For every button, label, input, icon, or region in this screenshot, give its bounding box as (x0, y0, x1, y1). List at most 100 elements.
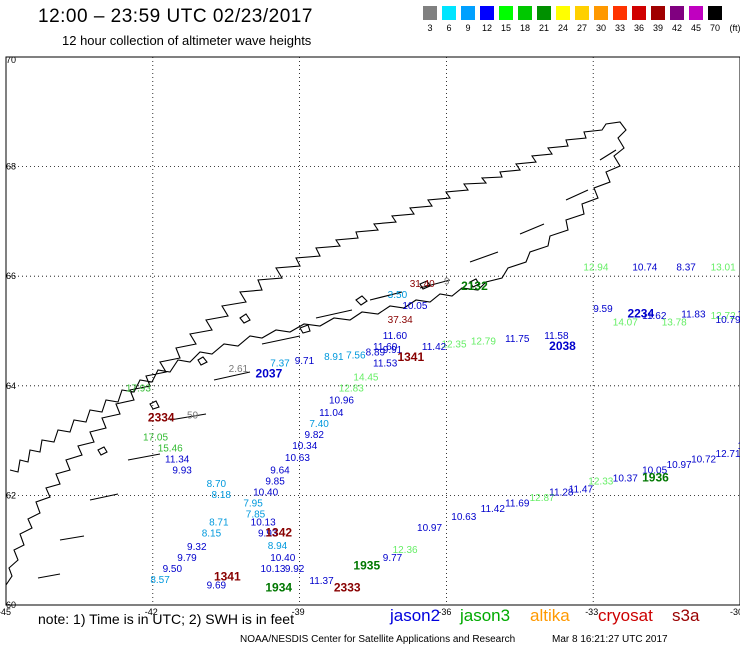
legend-swatch (613, 6, 627, 20)
wave-height-label: 10.37 (613, 474, 638, 485)
legend-swatch (461, 6, 475, 20)
wave-height-labels: 12.9410.748.3713.0113.549.5911.6211.8312… (126, 263, 740, 592)
lon-tick-label: -42 (145, 607, 158, 617)
graticule (6, 57, 740, 605)
wave-height-label: 9.77 (383, 553, 403, 564)
credit-text: NOAA/NESDIS Center for Satellite Applica… (240, 634, 516, 645)
legend-label: 45 (690, 23, 701, 33)
wave-height-label: 31.40 (410, 279, 435, 290)
legend-swatch (594, 6, 608, 20)
wave-height-label: 9.71 (295, 356, 315, 367)
wave-height-label: 12.72 (711, 311, 736, 322)
legend-label: 42 (671, 23, 682, 33)
legend-swatch (556, 6, 570, 20)
wave-height-label: 9.69 (207, 581, 227, 592)
legend-label: 18 (519, 23, 530, 33)
wave-height-label: 11.36 (738, 441, 740, 452)
wave-height-label: 10.97 (417, 523, 442, 534)
wave-height-label: 9 (444, 276, 450, 287)
pass-time-labels: 2132 2234 2038 1341 2037 2334 1936 1342 1935 1341… (148, 279, 669, 594)
wave-height-label: 10.05 (402, 301, 427, 312)
wave-height-label: 9.91 (383, 345, 403, 356)
pass-time-label: 1341 (397, 350, 424, 364)
wave-height-label: 11.62 (642, 311, 667, 322)
legend-label: 39 (652, 23, 663, 33)
wave-height-label: 8.57 (150, 575, 170, 586)
wave-height-label: 10.63 (451, 512, 476, 523)
wave-height-label: 8.91 (324, 352, 344, 363)
wave-height-label: 12.35 (442, 339, 467, 350)
satellite-altika: altika (530, 606, 570, 625)
pass-time-label: 2333 (334, 580, 361, 594)
wave-height-label: 10.13 (251, 518, 276, 529)
legend-swatch (575, 6, 589, 20)
legend-swatch (651, 6, 665, 20)
wave-height-label: 10.40 (253, 487, 278, 498)
legend-label: 33 (614, 23, 625, 33)
satellite-s3a: s3a (672, 606, 700, 625)
wave-height-label: 14.07 (613, 318, 638, 329)
legend-swatch (708, 6, 722, 20)
legend-swatch (632, 6, 646, 20)
wave-height-label: 17.93 (126, 383, 151, 394)
wave-height-label: 8.94 (268, 541, 288, 552)
lat-tick-label: 60 (6, 600, 16, 610)
chart-title: 12:00 – 23:59 UTC 02/23/2017 (38, 6, 313, 27)
legend-swatch (518, 6, 532, 20)
footnote: note: 1) Time is in UTC; 2) SWH is in fe… (38, 611, 294, 627)
wave-height-label: 10.05 (642, 465, 667, 476)
lat-tick-label: 70 (6, 55, 16, 65)
wave-height-label: 7.56 (346, 350, 366, 361)
wave-height-label: 10.40 (270, 553, 295, 564)
wave-height-label: 7.40 (309, 419, 329, 430)
wave-height-label: 11.34 (165, 455, 190, 466)
lat-tick-label: 64 (6, 381, 16, 391)
wave-height-label: 2.61 (229, 364, 249, 375)
wave-height-label: 8.89 (366, 348, 386, 359)
lat-tick-label: 62 (6, 490, 16, 500)
wave-height-label: 12.83 (339, 383, 364, 394)
wave-height-label: 10.34 (292, 441, 317, 452)
wave-height-label: 10.79 (716, 315, 740, 326)
wave-height-label: 11.60 (373, 342, 398, 353)
pass-time-label: 2037 (256, 367, 283, 381)
wave-height-label: 12.33 (588, 476, 613, 487)
lon-tick-label: -33 (585, 607, 598, 617)
pass-time-label: 1934 (265, 580, 292, 594)
lat-tick-label: 66 (6, 271, 16, 281)
wave-height-label: 12.94 (583, 263, 608, 274)
wave-height-label: 9.93 (172, 465, 192, 476)
wave-height-label: 10.13 (260, 564, 285, 575)
legend-label: 27 (576, 23, 587, 33)
generation-timestamp: Mar 8 16:21:27 UTC 2017 (552, 634, 668, 645)
wave-height-label: 9.85 (265, 476, 285, 487)
pass-time-label: 2234 (627, 306, 654, 320)
chart-subtitle: 12 hour collection of altimeter wave hei… (62, 33, 312, 48)
legend-label: 3 (427, 23, 433, 33)
coastal-islands (97, 278, 480, 456)
wave-height-label: 8.37 (676, 263, 696, 274)
legend-swatch (499, 6, 513, 20)
satellite-jason2: jason2 (390, 606, 441, 625)
wave-height-label: 7.37 (270, 359, 290, 370)
wave-height-label: 3.50 (388, 290, 408, 301)
wave-height-label: 11.60 (383, 331, 408, 342)
wave-height-label: 11.91 (738, 309, 740, 320)
wave-height-label: 7.95 (243, 498, 263, 509)
lon-tick-label: -30 (730, 607, 740, 617)
legend-unit: (ft) (729, 23, 740, 33)
legend-swatch (670, 6, 684, 20)
legend-swatch (689, 6, 703, 20)
wave-height-label: 9.79 (177, 553, 197, 564)
wave-height-label: 7.85 (246, 509, 266, 520)
wave-height-label: 8.70 (207, 479, 227, 490)
wave-height-label: 13.78 (662, 318, 687, 329)
wave-height-label: 9.32 (187, 542, 207, 553)
legend-swatch (480, 6, 494, 20)
wave-height-label: 11.04 (319, 408, 344, 419)
greenland-coastline (5, 121, 627, 586)
wave-height-label: 9.92 (285, 564, 305, 575)
wave-height-label: 11.53 (373, 359, 398, 370)
wave-height-label: 10.63 (285, 453, 310, 464)
